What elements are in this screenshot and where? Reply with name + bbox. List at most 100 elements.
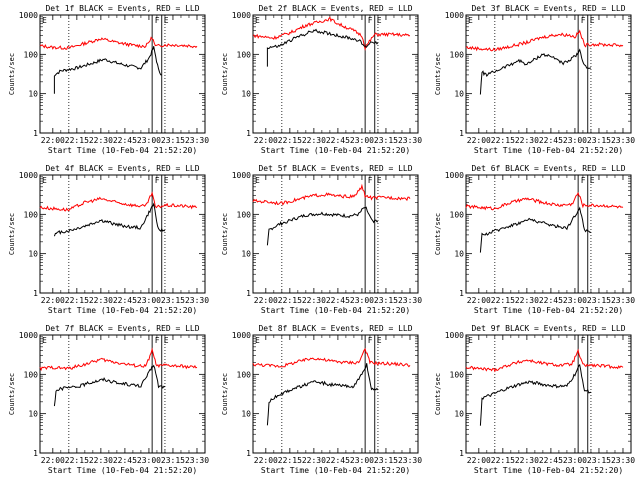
x-axis-label: Start Time (10-Feb-04 21:52:20) [474,146,623,155]
y-tick-label: 1 [33,289,38,298]
x-tick-label: 22:00 [467,136,491,145]
x-tick-label: 23:15 [161,296,185,305]
y-tick-label: 1 [33,129,38,138]
events-series-line [266,28,379,67]
x-tick-label: 23:15 [374,136,398,145]
x-tick-label: 22:15 [491,456,515,465]
events-series-line [479,206,592,253]
marker-label: E [164,16,169,25]
y-tick-label: 10 [241,250,251,259]
y-tick-label: 100 [237,210,252,219]
x-tick-label: 22:15 [65,456,89,465]
x-tick-label: 22:15 [491,296,515,305]
x-tick-label: 22:45 [326,456,350,465]
y-tick-label: 100 [450,50,465,59]
x-tick-label: 23:00 [350,136,374,145]
y-tick-label: 100 [450,370,465,379]
panel-title: Det 3f BLACK = Events, RED = LLD [471,4,625,13]
marker-label: F [155,336,160,345]
marker-label: F [155,16,160,25]
x-tick-label: 22:00 [467,456,491,465]
panel-title: Det 8f BLACK = Events, RED = LLD [258,324,412,333]
marker-label: F [368,16,373,25]
lld-series-line [252,347,411,368]
x-tick-label: 22:00 [41,296,65,305]
x-tick-label: 22:45 [113,136,137,145]
x-tick-label: 23:15 [374,456,398,465]
marker-label: E [164,176,169,185]
y-tick-label: 100 [24,210,39,219]
marker-label: E [377,176,382,185]
x-tick-label: 22:45 [113,296,137,305]
lld-series-line [39,347,198,372]
detector-panel-7: Det 7f BLACK = Events, RED = LLD 1 10 100 10… [8,324,209,475]
x-tick-label: 23:30 [398,296,422,305]
x-tick-label: 23:00 [137,136,161,145]
x-tick-label: 22:15 [491,136,515,145]
y-tick-label: 100 [24,370,39,379]
marker-label: E [468,336,473,345]
lld-series-line [465,348,624,373]
x-axis-label: Start Time (10-Feb-04 21:52:20) [48,146,197,155]
marker-label: E [164,336,169,345]
x-tick-label: 23:00 [563,456,587,465]
marker-label: E [42,16,47,25]
marker-label: E [590,336,595,345]
x-tick-label: 22:30 [302,296,326,305]
marker-label: E [377,336,382,345]
detector-panel-2: Det 2f BLACK = Events, RED = LLD 1 10 100 10… [221,4,422,155]
plot-frame [252,334,419,454]
x-tick-label: 23:15 [161,456,185,465]
y-tick-label: 1000 [232,11,251,20]
x-tick-label: 22:00 [41,456,65,465]
y-tick-label: 1000 [232,171,251,180]
plot-frame [39,174,206,294]
x-tick-label: 23:30 [611,296,635,305]
marker-label: F [155,176,160,185]
x-tick-label: 23:15 [587,456,611,465]
y-tick-label: 1000 [445,11,464,20]
x-axis-label: Start Time (10-Feb-04 21:52:20) [261,306,410,315]
lld-series-line [465,191,624,211]
x-tick-label: 22:15 [65,136,89,145]
x-tick-label: 22:45 [326,296,350,305]
y-axis-label: Counts/sec [434,213,442,255]
x-tick-label: 22:15 [65,296,89,305]
marker-label: F [368,336,373,345]
lld-series-line [465,29,624,52]
panel-title: Det 1f BLACK = Events, RED = LLD [45,4,199,13]
events-series-line [266,206,379,246]
detector-panel-4: Det 4f BLACK = Events, RED = LLD 1 10 100 10… [8,164,209,315]
x-tick-label: 22:30 [89,296,113,305]
marker-label: E [468,16,473,25]
y-tick-label: 100 [237,50,252,59]
x-tick-label: 22:15 [278,136,302,145]
y-axis-label: Counts/sec [221,53,229,95]
y-tick-label: 10 [241,410,251,419]
x-tick-label: 23:00 [563,296,587,305]
x-tick-label: 22:30 [89,456,113,465]
x-tick-label: 22:00 [254,136,278,145]
y-tick-label: 10 [241,90,251,99]
marker-label: E [42,176,47,185]
y-tick-label: 1 [459,449,464,458]
y-tick-label: 1000 [445,331,464,340]
y-tick-label: 1 [33,449,38,458]
marker-label: E [468,176,473,185]
y-axis-label: Counts/sec [221,213,229,255]
x-tick-label: 23:15 [587,136,611,145]
x-axis-label: Start Time (10-Feb-04 21:52:20) [261,146,410,155]
marker-label: E [377,16,382,25]
y-axis-label: Counts/sec [8,53,16,95]
x-tick-label: 23:30 [398,136,422,145]
x-axis-label: Start Time (10-Feb-04 21:52:20) [474,306,623,315]
y-tick-label: 1 [459,129,464,138]
panel-title: Det 5f BLACK = Events, RED = LLD [258,164,412,173]
x-tick-label: 23:15 [587,296,611,305]
y-tick-label: 1000 [19,171,38,180]
marker-label: F [581,16,586,25]
x-tick-label: 23:00 [137,296,161,305]
events-series-line [266,363,379,426]
y-axis-label: Counts/sec [8,373,16,415]
